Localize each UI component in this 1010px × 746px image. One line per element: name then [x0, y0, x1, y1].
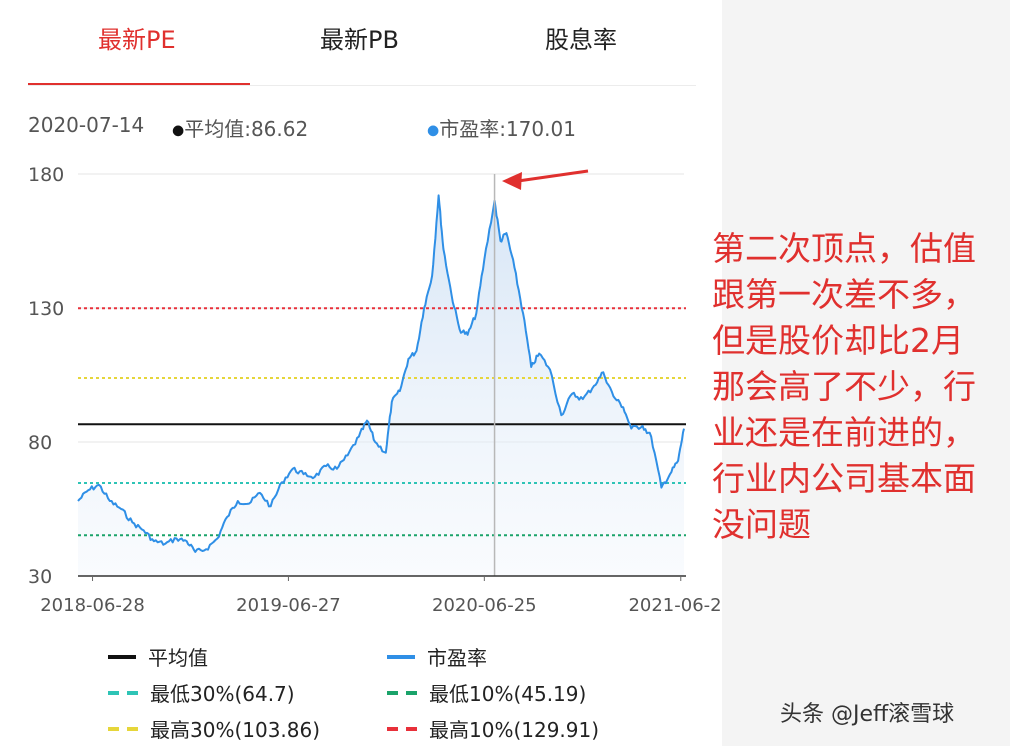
x-tick-label: 2021-06-25 [628, 595, 722, 616]
watermark: 头条 @Jeff滚雪球 [780, 702, 955, 727]
annotation-line: 但是股价却比2月 [712, 321, 964, 360]
pe-series-line [77, 194, 685, 553]
cursor-date: 2020-07-14 [28, 113, 145, 137]
x-tick-label: 2020-06-25 [432, 595, 537, 616]
annotation-line: 那会高了不少，行 [712, 367, 976, 406]
pe-readout-text: 市盈率:170.01 [439, 117, 576, 141]
legend-low30-label: 最低30%(64.7) [150, 682, 295, 706]
legend-pe: 市盈率 [387, 642, 487, 671]
annotation-text: 第二次顶点，估值 跟第一次差不多， 但是股价却比2月 那会高了不少，行 业还是在… [712, 226, 1008, 548]
active-tab-indicator [28, 83, 250, 85]
legend-pe-label: 市盈率 [427, 646, 487, 670]
tab-dividend-yield[interactable]: 股息率 [545, 26, 617, 54]
pe-dot-icon: ● [427, 122, 440, 139]
tab-latest-pe[interactable]: 最新PE [98, 26, 176, 54]
avg-dot-icon: ● [172, 122, 185, 139]
legend-low30: 最低30%(64.7) [108, 678, 295, 707]
legend-average: 平均值 [108, 642, 208, 671]
annotation-line: 业还是在前进的， [712, 413, 976, 452]
legend-high30-swatch [108, 726, 138, 731]
x-tick-label: 2018-06-28 [40, 595, 145, 616]
tab-divider [28, 85, 696, 86]
pe-panel: 最新PE 最新PB 股息率 2020-07-14 ●平均值:86.62 ●市盈率… [0, 0, 722, 746]
legend-high30: 最高30%(103.86) [108, 714, 320, 743]
legend-low10-label: 最低10%(45.19) [429, 682, 587, 706]
legend-high10-label: 最高10%(129.91) [429, 718, 600, 742]
legend-high10: 最高10%(129.91) [387, 714, 599, 743]
y-tick-label: 180 [28, 164, 64, 186]
avg-readout: ●平均值:86.62 [172, 113, 308, 142]
pe-area-fill [78, 195, 684, 576]
annotation-line: 第二次顶点，估值 [712, 229, 976, 268]
legend-low30-swatch [108, 690, 138, 695]
legend-low10: 最低10%(45.19) [387, 678, 586, 707]
legend-high30-label: 最高30%(103.86) [150, 718, 321, 742]
annotation-line: 跟第一次差不多， [712, 275, 976, 314]
legend-average-label: 平均值 [148, 646, 208, 670]
legend-pe-swatch [387, 654, 415, 659]
legend-average-swatch [108, 654, 136, 659]
peak-arrow [502, 169, 589, 190]
pe-readout: ●市盈率:170.01 [427, 113, 576, 142]
legend-low10-swatch [387, 690, 417, 695]
pe-chart[interactable]: 180 130 80 30 2018-06-28 2019-06-27 2020-06-2… [0, 0, 722, 640]
y-tick-label: 130 [28, 298, 64, 320]
avg-readout-text: 平均值:86.62 [184, 117, 309, 141]
tab-latest-pb[interactable]: 最新PB [320, 26, 399, 54]
annotation-line: 行业内公司基本面 [712, 459, 976, 498]
y-tick-label: 30 [28, 566, 52, 588]
y-tick-label: 80 [28, 432, 52, 454]
x-tick-label: 2019-06-27 [236, 595, 341, 616]
legend-high10-swatch [387, 726, 417, 731]
annotation-line: 没问题 [712, 505, 811, 544]
